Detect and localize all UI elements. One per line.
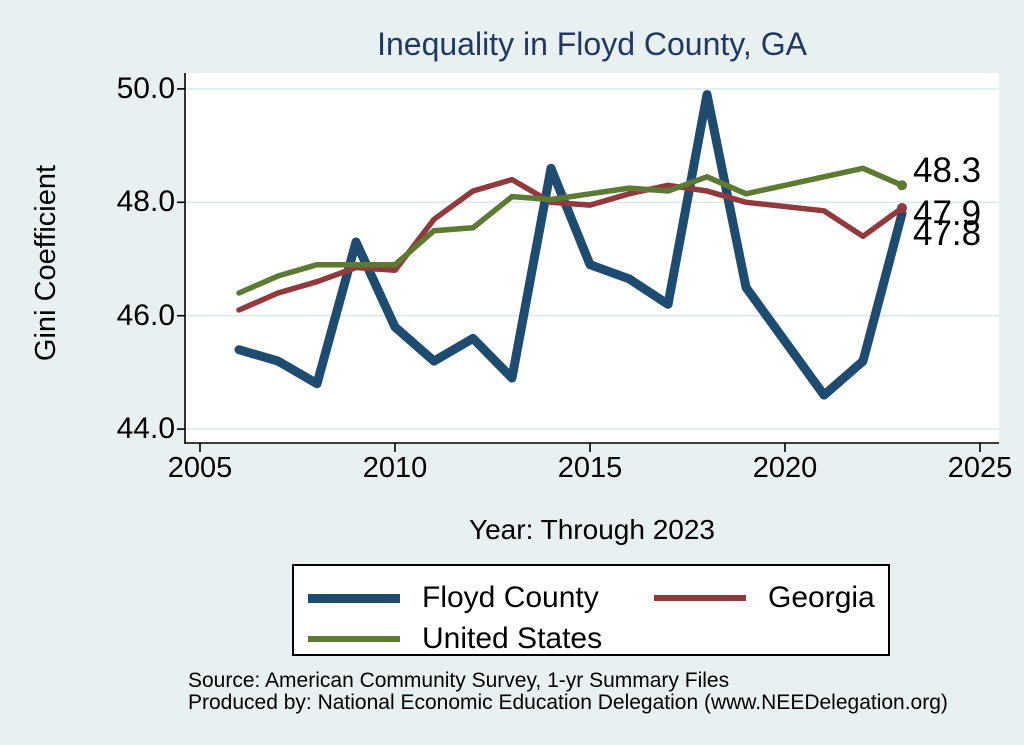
legend-label-united-states: United States [422, 622, 603, 655]
y-tick-label: 48.0 [116, 185, 175, 219]
y-tick-label: 50.0 [116, 71, 175, 105]
legend-swatch-georgia [654, 595, 746, 601]
series-end-value-label-georgia: 47.9 [913, 193, 982, 233]
chart-title: Inequality in Floyd County, GA [377, 26, 807, 62]
y-tick-label: 44.0 [116, 412, 175, 446]
y-tick-label: 46.0 [116, 298, 175, 332]
source-note: Source: American Community Survey, 1-yr … [188, 669, 730, 692]
series-end-value-label-united-states: 48.3 [913, 151, 982, 191]
series-end-value-label-floyd-county: 47.8 [913, 213, 982, 253]
x-tick-label: 2005 [167, 452, 233, 484]
y-axis-title: Gini Coefficient [30, 164, 62, 362]
x-tick-label: 2010 [362, 452, 428, 484]
legend-swatch-floyd-county [308, 593, 400, 603]
legend: Floyd County Georgia United States [292, 564, 890, 656]
x-axis-title: Year: Through 2023 [469, 514, 715, 545]
x-tick-label: 2015 [557, 452, 623, 484]
plot-area [185, 73, 999, 443]
x-tick-label: 2020 [752, 452, 818, 484]
produced-by-note: Produced by: National Economic Education… [188, 691, 948, 714]
legend-swatch-united-states [308, 636, 400, 642]
x-tick-label: 2025 [947, 452, 1013, 484]
legend-label-floyd-county: Floyd County [422, 581, 599, 614]
legend-label-georgia: Georgia [768, 581, 875, 614]
